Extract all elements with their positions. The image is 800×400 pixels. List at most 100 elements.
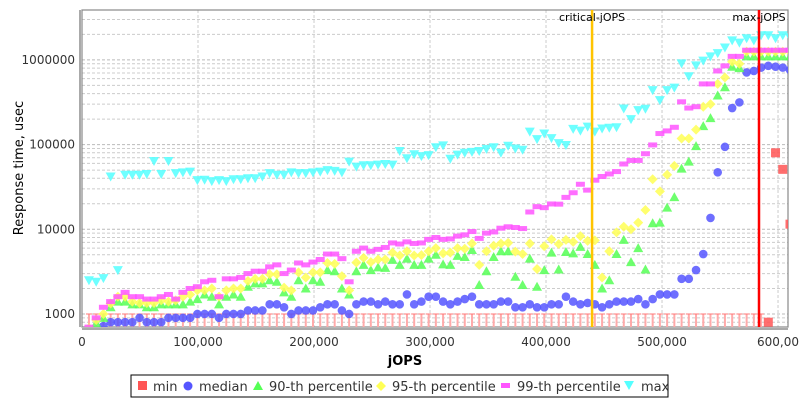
- y-tick-label: 10000: [37, 222, 75, 236]
- p90-point: [206, 291, 217, 301]
- p95-point: [546, 234, 557, 245]
- median-point: [539, 302, 549, 312]
- p99-point: [763, 47, 773, 53]
- p95-point: [647, 174, 658, 185]
- critical-jops-label: critical-jOPS: [559, 11, 625, 24]
- p99-point: [604, 171, 614, 177]
- p90-point: [214, 299, 225, 309]
- p99-point: [221, 276, 231, 282]
- median-point: [402, 290, 412, 299]
- p95-point: [669, 160, 680, 171]
- p95-point: [466, 238, 477, 249]
- median-point: [633, 294, 643, 304]
- median-point: [164, 313, 173, 323]
- p90-point: [192, 294, 203, 304]
- p99-point: [344, 279, 354, 285]
- p99-point: [272, 262, 282, 268]
- median-point: [149, 317, 159, 327]
- median-point: [373, 300, 383, 309]
- max-point: [698, 56, 709, 66]
- median-point: [185, 313, 195, 323]
- max-point: [503, 141, 514, 151]
- max-point: [539, 129, 550, 139]
- median-point: [713, 168, 723, 177]
- p90-point: [719, 82, 730, 92]
- legend-max-marker: [624, 381, 634, 390]
- p99-point: [207, 277, 217, 283]
- max-point: [279, 170, 290, 180]
- p90-point: [452, 250, 463, 260]
- p90-point: [264, 275, 275, 285]
- max-point: [633, 106, 644, 116]
- p95-point: [264, 269, 275, 280]
- min-point: [778, 164, 788, 174]
- median-point: [279, 302, 289, 312]
- max-point: [163, 156, 174, 166]
- p99-point: [395, 241, 405, 247]
- p99-point: [185, 285, 195, 291]
- p95-point: [568, 236, 579, 247]
- median-point: [388, 300, 397, 309]
- median-point: [648, 294, 657, 304]
- median-point: [438, 297, 448, 306]
- median-point: [366, 297, 376, 306]
- median-point: [778, 63, 788, 72]
- p99-point: [192, 284, 202, 290]
- median-point: [771, 62, 780, 72]
- p99-point: [720, 63, 730, 69]
- p95-point: [719, 72, 730, 83]
- p99-point: [546, 201, 556, 207]
- p99-point: [539, 205, 549, 211]
- p99-point: [178, 289, 188, 295]
- p99-point: [749, 47, 759, 53]
- p95-point: [524, 238, 535, 249]
- p99-point: [778, 47, 788, 53]
- p99-point: [257, 268, 267, 274]
- p95-point: [474, 259, 485, 270]
- max-point: [257, 172, 268, 182]
- p95-point: [329, 258, 340, 269]
- x-tick-label: 400,000: [521, 335, 571, 349]
- p90-point: [568, 248, 579, 258]
- p99-point: [91, 315, 101, 321]
- p99-point: [279, 271, 289, 277]
- p95-point: [394, 250, 405, 261]
- p99-point: [742, 47, 752, 53]
- p99-point: [113, 294, 123, 300]
- median-point: [706, 213, 715, 223]
- median-point: [330, 300, 339, 309]
- median-point: [742, 68, 751, 77]
- p99-point: [424, 236, 434, 242]
- p95-point: [199, 285, 210, 296]
- median-point: [662, 290, 672, 299]
- median-point: [554, 300, 564, 309]
- p99-point: [467, 229, 477, 235]
- max-point: [416, 152, 427, 162]
- p99-point: [713, 68, 723, 74]
- median-point: [120, 317, 130, 327]
- max-point: [654, 96, 665, 106]
- max-point: [344, 157, 355, 167]
- p90-point: [611, 249, 622, 259]
- p99-point: [575, 181, 585, 187]
- max-point: [763, 31, 774, 41]
- p90-point: [307, 275, 318, 285]
- median-point: [337, 306, 347, 315]
- p99-point: [771, 47, 781, 53]
- p90-point: [423, 253, 434, 263]
- max-point: [662, 86, 673, 96]
- data-marks: [83, 31, 788, 327]
- p99-point: [84, 324, 94, 327]
- legend-p90-marker: [253, 381, 263, 390]
- p95-point: [712, 78, 723, 89]
- p90-point: [365, 265, 376, 275]
- p99-point: [106, 299, 116, 305]
- p99-point: [568, 190, 578, 196]
- p99-point: [171, 296, 181, 302]
- median-point: [655, 290, 665, 299]
- p99-point: [698, 81, 708, 87]
- max-point: [149, 156, 160, 166]
- p90-point: [553, 264, 564, 274]
- min-point: [763, 317, 773, 327]
